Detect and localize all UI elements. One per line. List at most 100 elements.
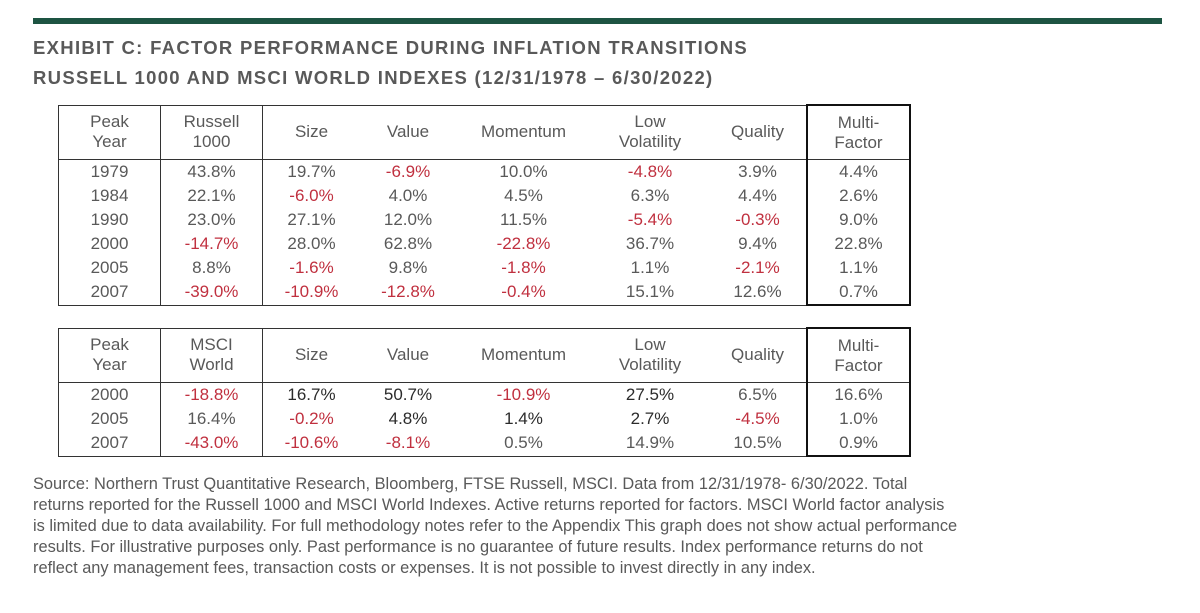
cell-momentum: 0.5% (456, 431, 591, 457)
cell-multi-factor: 0.7% (806, 280, 911, 306)
cell-low-volatility: 36.7% (625, 234, 675, 253)
cell-peak-year: 1984 (58, 184, 161, 208)
cell-multi-factor: 0.9% (806, 431, 911, 457)
accent-bar (33, 18, 1162, 24)
exhibit-title: EXHIBIT C: FACTOR PERFORMANCE DURING INF… (33, 37, 749, 58)
table-row: 2000 -18.8% 16.7% 50.7% -10.9% 27.5% 6.5% 16.6% (58, 382, 911, 407)
cell-quality: 9.4% (738, 234, 777, 253)
msci-world-table: Peak Year MSCI World Size Value Momentum Low Vol… (58, 327, 911, 457)
cell-quality: 10.5% (709, 431, 807, 457)
header-text: World (189, 355, 234, 375)
cell-index-return: -43.0% (160, 431, 263, 457)
cell-momentum: 4.5% (504, 186, 543, 205)
cell-momentum: -1.8% (501, 258, 546, 277)
cell-index-return: -39.0% (160, 280, 263, 306)
header-text: Year (92, 355, 127, 375)
source-line: reflect any management fees, transaction… (33, 559, 816, 577)
header-text: Size (294, 345, 329, 365)
header-text: Low (634, 335, 666, 355)
column-header-size: Size (262, 327, 360, 383)
header-text: Peak (90, 335, 129, 355)
column-header-quality: Quality (709, 327, 807, 383)
cell-value: 50.7% (383, 385, 433, 404)
cell-multi-factor: 1.1% (806, 256, 911, 280)
column-header-multi-factor: Multi- Factor (806, 104, 911, 160)
cell-index-return: -18.8% (160, 382, 263, 407)
column-header-size: Size (262, 104, 360, 160)
column-header-low-volatility: Low Volatility (591, 327, 709, 383)
cell-low-volatility: -5.4% (627, 210, 673, 229)
cell-peak-year: 1979 (58, 159, 161, 184)
column-header-multi-factor: Multi- Factor (806, 327, 911, 383)
cell-size: 28.0% (287, 234, 336, 253)
column-header-index-return: MSCI World (160, 327, 263, 383)
header-text: Factor (834, 355, 883, 375)
cell-momentum: 10.0% (499, 162, 548, 181)
header-text: Russell (183, 112, 240, 132)
table-row: 1984 22.1% -6.0% 4.0% 4.5% 6.3% 4.4% 2.6% (58, 184, 911, 208)
table-row: 2005 8.8% -1.6% 9.8% -1.8% 1.1% -2.1% 1.1% (58, 256, 911, 280)
column-header-peak-year: Peak Year (58, 104, 161, 160)
header-text: Multi- (837, 335, 880, 355)
cell-value: 12.0% (383, 210, 433, 229)
source-note: Source: Northern Trust Quantitative Rese… (33, 474, 1173, 579)
column-header-low-volatility: Low Volatility (591, 104, 709, 160)
cell-index-return: 43.8% (160, 159, 263, 184)
header-text: Value (386, 122, 430, 142)
cell-peak-year: 2007 (58, 280, 161, 306)
cell-momentum: 1.4% (504, 409, 543, 428)
cell-momentum: 11.5% (500, 210, 547, 229)
source-line: returns reported for the Russell 1000 an… (33, 496, 945, 514)
cell-multi-factor: 4.4% (806, 159, 911, 184)
column-header-value: Value (360, 327, 456, 383)
cell-peak-year: 1990 (58, 208, 161, 232)
header-text: 1000 (192, 132, 231, 152)
table-row: 2005 16.4% -0.2% 4.8% 1.4% 2.7% -4.5% 1.0% (58, 407, 911, 431)
cell-size: -0.2% (289, 409, 334, 428)
header-text: Factor (834, 132, 883, 152)
cell-quality: -0.3% (735, 210, 780, 229)
header-text: Peak (90, 112, 129, 132)
source-line: results. For illustrative purposes only.… (33, 538, 923, 556)
cell-multi-factor: 16.6% (806, 382, 911, 407)
cell-multi-factor: 1.0% (806, 407, 911, 431)
header-text: Multi- (837, 112, 880, 132)
cell-index-return: 16.4% (160, 407, 263, 431)
cell-multi-factor: 9.0% (806, 208, 911, 232)
cell-size: -6.0% (289, 186, 334, 205)
cell-momentum: -22.8% (496, 234, 551, 253)
cell-quality: -2.1% (735, 258, 780, 277)
cell-value: -6.9% (385, 162, 431, 181)
cell-index-return: 22.1% (160, 184, 263, 208)
header-row: Peak Year MSCI World Size Value Momentum Low Vol… (58, 327, 911, 383)
cell-quality: 3.9% (738, 162, 777, 181)
cell-peak-year: 2000 (58, 382, 161, 407)
column-header-momentum: Momentum (456, 327, 591, 383)
header-text: Volatility (618, 355, 682, 375)
column-header-value: Value (360, 104, 456, 160)
header-row: Peak Year Russell 1000 Size Value Momentum Low V… (58, 104, 911, 160)
cell-quality: 6.5% (738, 385, 777, 404)
cell-quality: 12.6% (709, 280, 807, 306)
source-line: is limited due to data availability. For… (33, 517, 958, 535)
cell-size: 16.7% (287, 385, 336, 404)
header-text: Low (634, 112, 666, 132)
cell-value: -8.1% (360, 431, 456, 457)
cell-index-return: 8.8% (160, 256, 263, 280)
cell-low-volatility: 1.1% (630, 258, 670, 277)
column-header-quality: Quality (709, 104, 807, 160)
russell-1000-table: Peak Year Russell 1000 Size Value Momentum Low V… (58, 104, 911, 306)
table-row: 1979 43.8% 19.7% -6.9% 10.0% -4.8% 3.9% 4.4% (58, 159, 911, 184)
cell-index-return: -14.7% (160, 232, 263, 256)
cell-peak-year: 2005 (58, 407, 161, 431)
cell-peak-year: 2005 (58, 256, 161, 280)
header-text: Quality (731, 122, 784, 142)
cell-momentum: -0.4% (456, 280, 591, 306)
header-text: MSCI (190, 335, 233, 355)
source-line: Source: Northern Trust Quantitative Rese… (33, 475, 908, 493)
cell-low-volatility: 2.7% (630, 409, 670, 428)
column-header-momentum: Momentum (456, 104, 591, 160)
column-header-index-return: Russell 1000 (160, 104, 263, 160)
table-row: 2007 -43.0% -10.6% -8.1% 0.5% 14.9% 10.5% 0.9% (58, 431, 911, 457)
cell-value: -12.8% (360, 280, 456, 306)
